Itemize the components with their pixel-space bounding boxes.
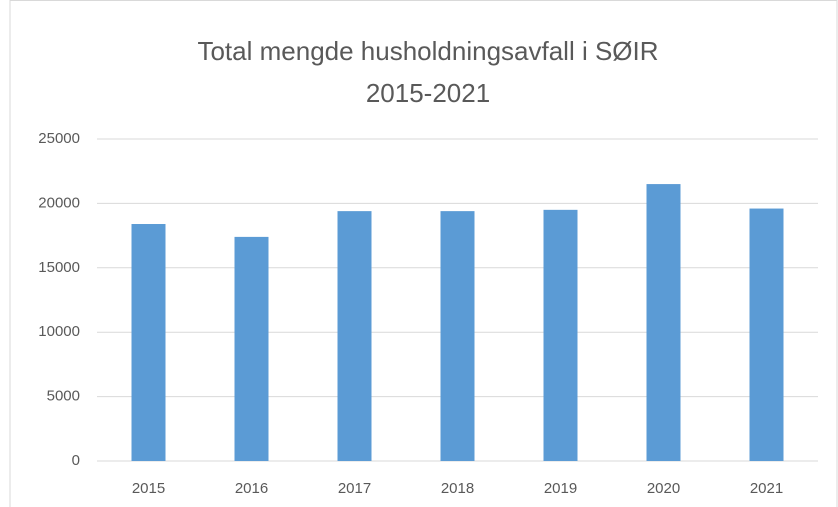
x-tick-label: 2018 — [441, 480, 474, 497]
bar — [337, 211, 372, 461]
y-tick-label: 25000 — [38, 130, 80, 147]
y-tick-label: 10000 — [38, 323, 80, 340]
chart-title: Total mengde husholdningsavfall i SØIR — [197, 36, 658, 66]
y-tick-label: 0 — [72, 452, 80, 469]
bar — [131, 224, 166, 461]
chart-title: 2015-2021 — [366, 78, 490, 108]
chart-border — [9, 0, 838, 507]
bar — [543, 209, 578, 461]
bar — [646, 184, 681, 461]
y-tick-label: 5000 — [47, 388, 80, 405]
x-tick-label: 2019 — [544, 480, 577, 497]
x-tick-label: 2020 — [647, 480, 680, 497]
bar — [234, 236, 269, 461]
x-tick-label: 2017 — [338, 480, 371, 497]
bar — [440, 211, 475, 461]
y-tick-label: 15000 — [38, 259, 80, 276]
x-tick-label: 2021 — [750, 480, 783, 497]
x-tick-label: 2015 — [132, 480, 165, 497]
x-tick-label: 2016 — [235, 480, 268, 497]
bar — [749, 208, 784, 461]
y-tick-label: 20000 — [38, 194, 80, 211]
